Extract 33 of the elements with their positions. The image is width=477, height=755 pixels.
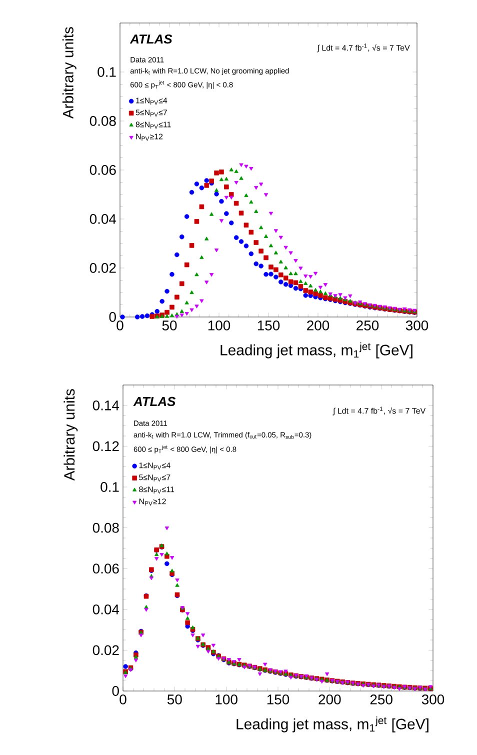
y-tick-label: 0.12 — [92, 441, 119, 452]
y-tick-label: 0.02 — [92, 645, 119, 656]
x-axis-title: Leading jet mass, m$_{1}$$^{jet}$ [GeV] — [220, 342, 412, 358]
x-tick-label: 200 — [318, 694, 341, 704]
y-tick-label: 0.04 — [90, 214, 116, 224]
annotation: ATLAS — [133, 396, 176, 406]
x-tick-label: 300 — [422, 694, 444, 704]
x-tick-label: 50 — [167, 694, 182, 704]
y-tick-label: 0 — [112, 686, 119, 696]
y-tick-label: 0.08 — [90, 116, 116, 126]
x-tick-label: 100 — [208, 320, 230, 330]
y-axis-title: Arbitrary units — [64, 389, 78, 481]
y-tick-label: 0.02 — [90, 263, 116, 273]
y-tick-label: 0.08 — [92, 522, 119, 533]
y-axis-title: Arbitrary units — [62, 27, 76, 119]
y-tick-label: 0.06 — [92, 564, 119, 574]
x-tick-label: 200 — [307, 320, 330, 330]
x-axis-title: Leading jet mass, m$_{1}$$^{jet}$ [GeV] — [236, 716, 428, 732]
x-tick-label: 100 — [216, 694, 238, 704]
annotation: ATLAS — [130, 34, 172, 44]
y-tick-label: 0.1 — [100, 482, 119, 492]
x-tick-label: 150 — [267, 694, 290, 704]
x-tick-label: 300 — [406, 320, 428, 330]
y-tick-label: 0.14 — [92, 400, 120, 410]
y-tick-label: 0.1 — [98, 67, 116, 77]
y-tick-label: 0 — [109, 312, 116, 322]
x-tick-label: 250 — [370, 694, 392, 704]
y-tick-label: 0.06 — [90, 165, 116, 175]
x-tick-label: 0 — [120, 694, 126, 704]
x-tick-label: 50 — [162, 320, 177, 330]
y-tick-label: 0.04 — [92, 604, 120, 614]
x-tick-label: 150 — [258, 320, 280, 330]
x-tick-label: 250 — [356, 320, 379, 330]
